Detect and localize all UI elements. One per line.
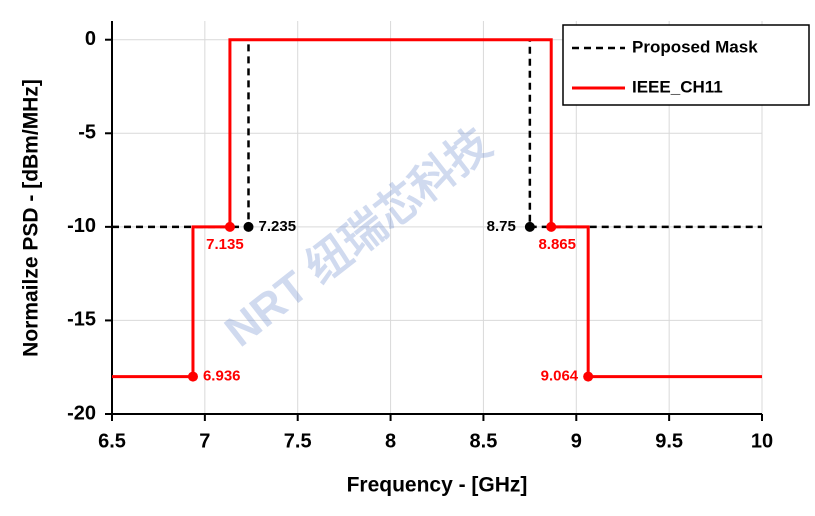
legend-label: IEEE_CH11	[632, 77, 723, 96]
x-axis-label: Frequency - [GHz]	[347, 474, 528, 497]
annotation-label: 8.75	[487, 218, 516, 235]
annotation-label: 6.936	[203, 368, 241, 385]
x-tick-label: 8	[385, 430, 396, 452]
y-tick-label: -15	[67, 309, 96, 331]
annotation-label: 8.865	[538, 236, 576, 253]
y-tick-label: 0	[85, 28, 96, 50]
x-tick-label: 8.5	[470, 430, 498, 452]
annotation-point	[187, 371, 198, 382]
annotation-label: 7.135	[206, 236, 244, 253]
annotation-point	[224, 221, 235, 232]
annotation-point	[546, 221, 557, 232]
annotation-point	[583, 371, 594, 382]
x-tick-label: 10	[751, 430, 773, 452]
x-tick-label: 7.5	[284, 430, 312, 452]
series-line	[112, 38, 762, 379]
legend-box	[562, 24, 810, 106]
x-tick-label: 7	[199, 430, 210, 452]
y-axis-label: Normailze PSD - [dBm/MHz]	[20, 79, 43, 357]
legend-label: Proposed Mask	[632, 37, 758, 56]
x-tick-label: 6.5	[98, 430, 126, 452]
annotation-label: 7.235	[259, 218, 297, 235]
y-tick-label: -20	[67, 402, 96, 424]
x-tick-label: 9	[571, 430, 582, 452]
x-tick-label: 9.5	[655, 430, 683, 452]
annotation-label: 9.064	[541, 368, 579, 385]
y-tick-label: -10	[67, 215, 96, 237]
annotation-point	[524, 221, 535, 232]
annotation-point	[243, 221, 254, 232]
legend: Proposed Mask IEEE_CH11	[562, 24, 810, 106]
y-tick-label: -5	[78, 122, 96, 144]
